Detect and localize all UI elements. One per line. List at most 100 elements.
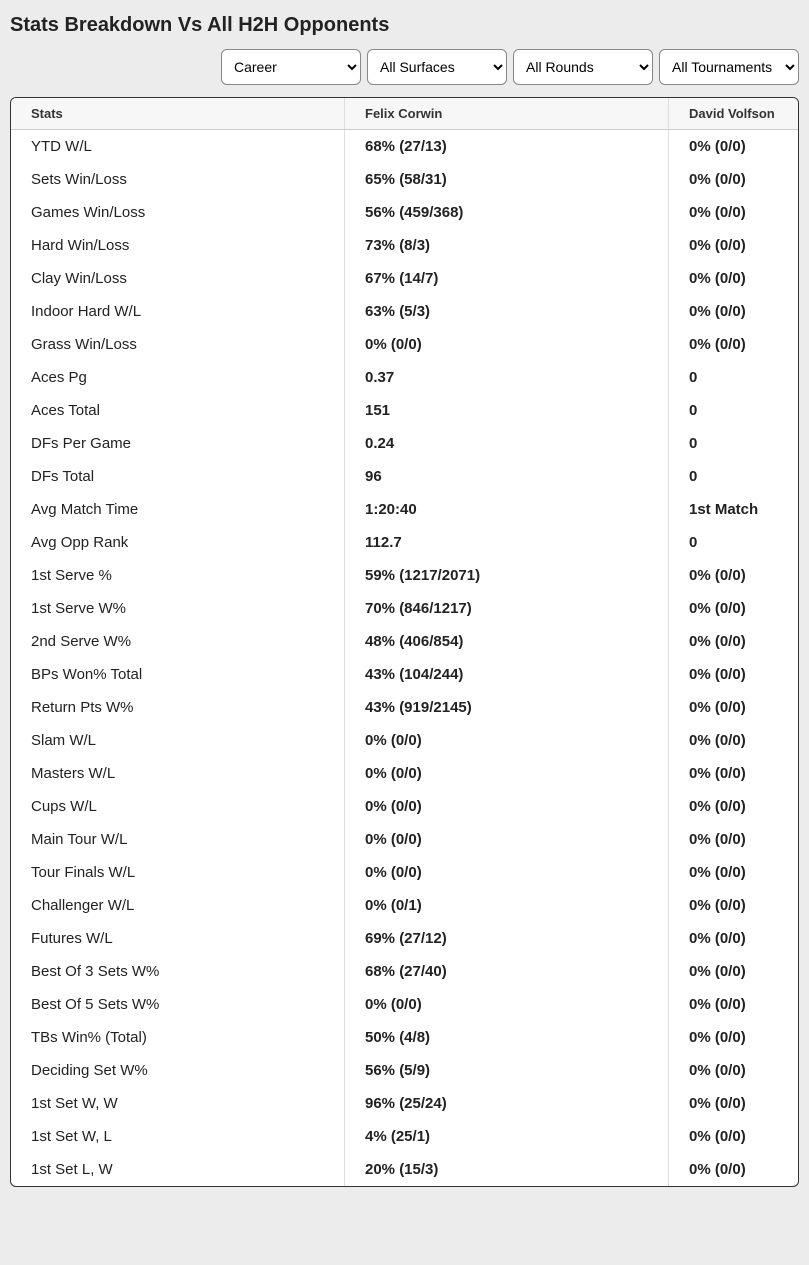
period-select[interactable]: Career [221, 49, 361, 85]
player2-value: 0% (0/0) [669, 196, 799, 229]
stat-name: Grass Win/Loss [11, 328, 345, 361]
player1-value: 0% (0/0) [345, 790, 669, 823]
stat-name: Slam W/L [11, 724, 345, 757]
player1-value: 63% (5/3) [345, 295, 669, 328]
table-row: Challenger W/L0% (0/1)0% (0/0) [11, 889, 798, 922]
player1-value: 0% (0/1) [345, 889, 669, 922]
player2-value: 0% (0/0) [669, 592, 799, 625]
surface-select[interactable]: All Surfaces [367, 49, 507, 85]
table-row: Indoor Hard W/L63% (5/3)0% (0/0) [11, 295, 798, 328]
player1-value: 69% (27/12) [345, 922, 669, 955]
stat-name: 1st Set L, W [11, 1153, 345, 1186]
stat-name: Hard Win/Loss [11, 229, 345, 262]
player2-value: 0% (0/0) [669, 229, 799, 262]
stats-table-wrap: Stats Felix Corwin David Volfson YTD W/L… [10, 97, 799, 1187]
player2-value: 0% (0/0) [669, 559, 799, 592]
player2-value: 0 [669, 394, 799, 427]
player2-value: 0% (0/0) [669, 691, 799, 724]
player1-value: 1:20:40 [345, 493, 669, 526]
table-row: Aces Pg0.370 [11, 361, 798, 394]
player1-value: 70% (846/1217) [345, 592, 669, 625]
player2-value: 0% (0/0) [669, 262, 799, 295]
player2-value: 0% (0/0) [669, 823, 799, 856]
player2-value: 0% (0/0) [669, 1120, 799, 1153]
table-row: Hard Win/Loss73% (8/3)0% (0/0) [11, 229, 798, 262]
player2-value: 0 [669, 460, 799, 493]
player2-value: 0% (0/0) [669, 889, 799, 922]
stat-name: BPs Won% Total [11, 658, 345, 691]
player2-value: 0% (0/0) [669, 1153, 799, 1186]
player1-value: 112.7 [345, 526, 669, 559]
player2-value: 0% (0/0) [669, 790, 799, 823]
player2-value: 0% (0/0) [669, 130, 799, 164]
stat-name: Deciding Set W% [11, 1054, 345, 1087]
table-row: DFs Total960 [11, 460, 798, 493]
tournament-select[interactable]: All Tournaments [659, 49, 799, 85]
table-row: Return Pts W%43% (919/2145)0% (0/0) [11, 691, 798, 724]
player2-value: 1st Match [669, 493, 799, 526]
col-header-player1: Felix Corwin [345, 98, 669, 130]
table-row: BPs Won% Total43% (104/244)0% (0/0) [11, 658, 798, 691]
stat-name: DFs Per Game [11, 427, 345, 460]
col-header-player2: David Volfson [669, 98, 799, 130]
player1-value: 0% (0/0) [345, 988, 669, 1021]
stat-name: DFs Total [11, 460, 345, 493]
table-row: Best Of 5 Sets W%0% (0/0)0% (0/0) [11, 988, 798, 1021]
table-row: Futures W/L69% (27/12)0% (0/0) [11, 922, 798, 955]
player1-value: 96% (25/24) [345, 1087, 669, 1120]
stat-name: YTD W/L [11, 130, 345, 164]
stat-name: Indoor Hard W/L [11, 295, 345, 328]
stats-table: Stats Felix Corwin David Volfson YTD W/L… [11, 98, 798, 1186]
table-row: Masters W/L0% (0/0)0% (0/0) [11, 757, 798, 790]
player1-value: 56% (459/368) [345, 196, 669, 229]
table-row: 1st Serve W%70% (846/1217)0% (0/0) [11, 592, 798, 625]
filters-bar: Career All Surfaces All Rounds All Tourn… [10, 49, 799, 85]
table-row: Games Win/Loss56% (459/368)0% (0/0) [11, 196, 798, 229]
player1-value: 0% (0/0) [345, 328, 669, 361]
player1-value: 0% (0/0) [345, 856, 669, 889]
player1-value: 151 [345, 394, 669, 427]
player1-value: 59% (1217/2071) [345, 559, 669, 592]
player2-value: 0% (0/0) [669, 757, 799, 790]
player1-value: 43% (104/244) [345, 658, 669, 691]
stat-name: TBs Win% (Total) [11, 1021, 345, 1054]
table-row: 2nd Serve W%48% (406/854)0% (0/0) [11, 625, 798, 658]
stat-name: Avg Match Time [11, 493, 345, 526]
player2-value: 0% (0/0) [669, 922, 799, 955]
player1-value: 73% (8/3) [345, 229, 669, 262]
stat-name: 1st Set W, W [11, 1087, 345, 1120]
player1-value: 67% (14/7) [345, 262, 669, 295]
player2-value: 0% (0/0) [669, 856, 799, 889]
stat-name: Clay Win/Loss [11, 262, 345, 295]
stat-name: 1st Serve W% [11, 592, 345, 625]
player2-value: 0 [669, 526, 799, 559]
stat-name: Games Win/Loss [11, 196, 345, 229]
player1-value: 43% (919/2145) [345, 691, 669, 724]
stat-name: Aces Total [11, 394, 345, 427]
player1-value: 48% (406/854) [345, 625, 669, 658]
player1-value: 0.24 [345, 427, 669, 460]
stat-name: Best Of 3 Sets W% [11, 955, 345, 988]
player1-value: 4% (25/1) [345, 1120, 669, 1153]
player1-value: 68% (27/40) [345, 955, 669, 988]
stat-name: Return Pts W% [11, 691, 345, 724]
player2-value: 0% (0/0) [669, 724, 799, 757]
stat-name: 1st Set W, L [11, 1120, 345, 1153]
player1-value: 65% (58/31) [345, 163, 669, 196]
table-row: Slam W/L0% (0/0)0% (0/0) [11, 724, 798, 757]
stat-name: Sets Win/Loss [11, 163, 345, 196]
round-select[interactable]: All Rounds [513, 49, 653, 85]
player2-value: 0% (0/0) [669, 1054, 799, 1087]
table-row: Main Tour W/L0% (0/0)0% (0/0) [11, 823, 798, 856]
player2-value: 0% (0/0) [669, 1087, 799, 1120]
player1-value: 96 [345, 460, 669, 493]
table-row: 1st Set W, W96% (25/24)0% (0/0) [11, 1087, 798, 1120]
player2-value: 0% (0/0) [669, 625, 799, 658]
stat-name: Challenger W/L [11, 889, 345, 922]
stat-name: 2nd Serve W% [11, 625, 345, 658]
table-row: Cups W/L0% (0/0)0% (0/0) [11, 790, 798, 823]
table-row: DFs Per Game0.240 [11, 427, 798, 460]
stat-name: Tour Finals W/L [11, 856, 345, 889]
player2-value: 0% (0/0) [669, 988, 799, 1021]
table-row: Avg Match Time1:20:401st Match [11, 493, 798, 526]
